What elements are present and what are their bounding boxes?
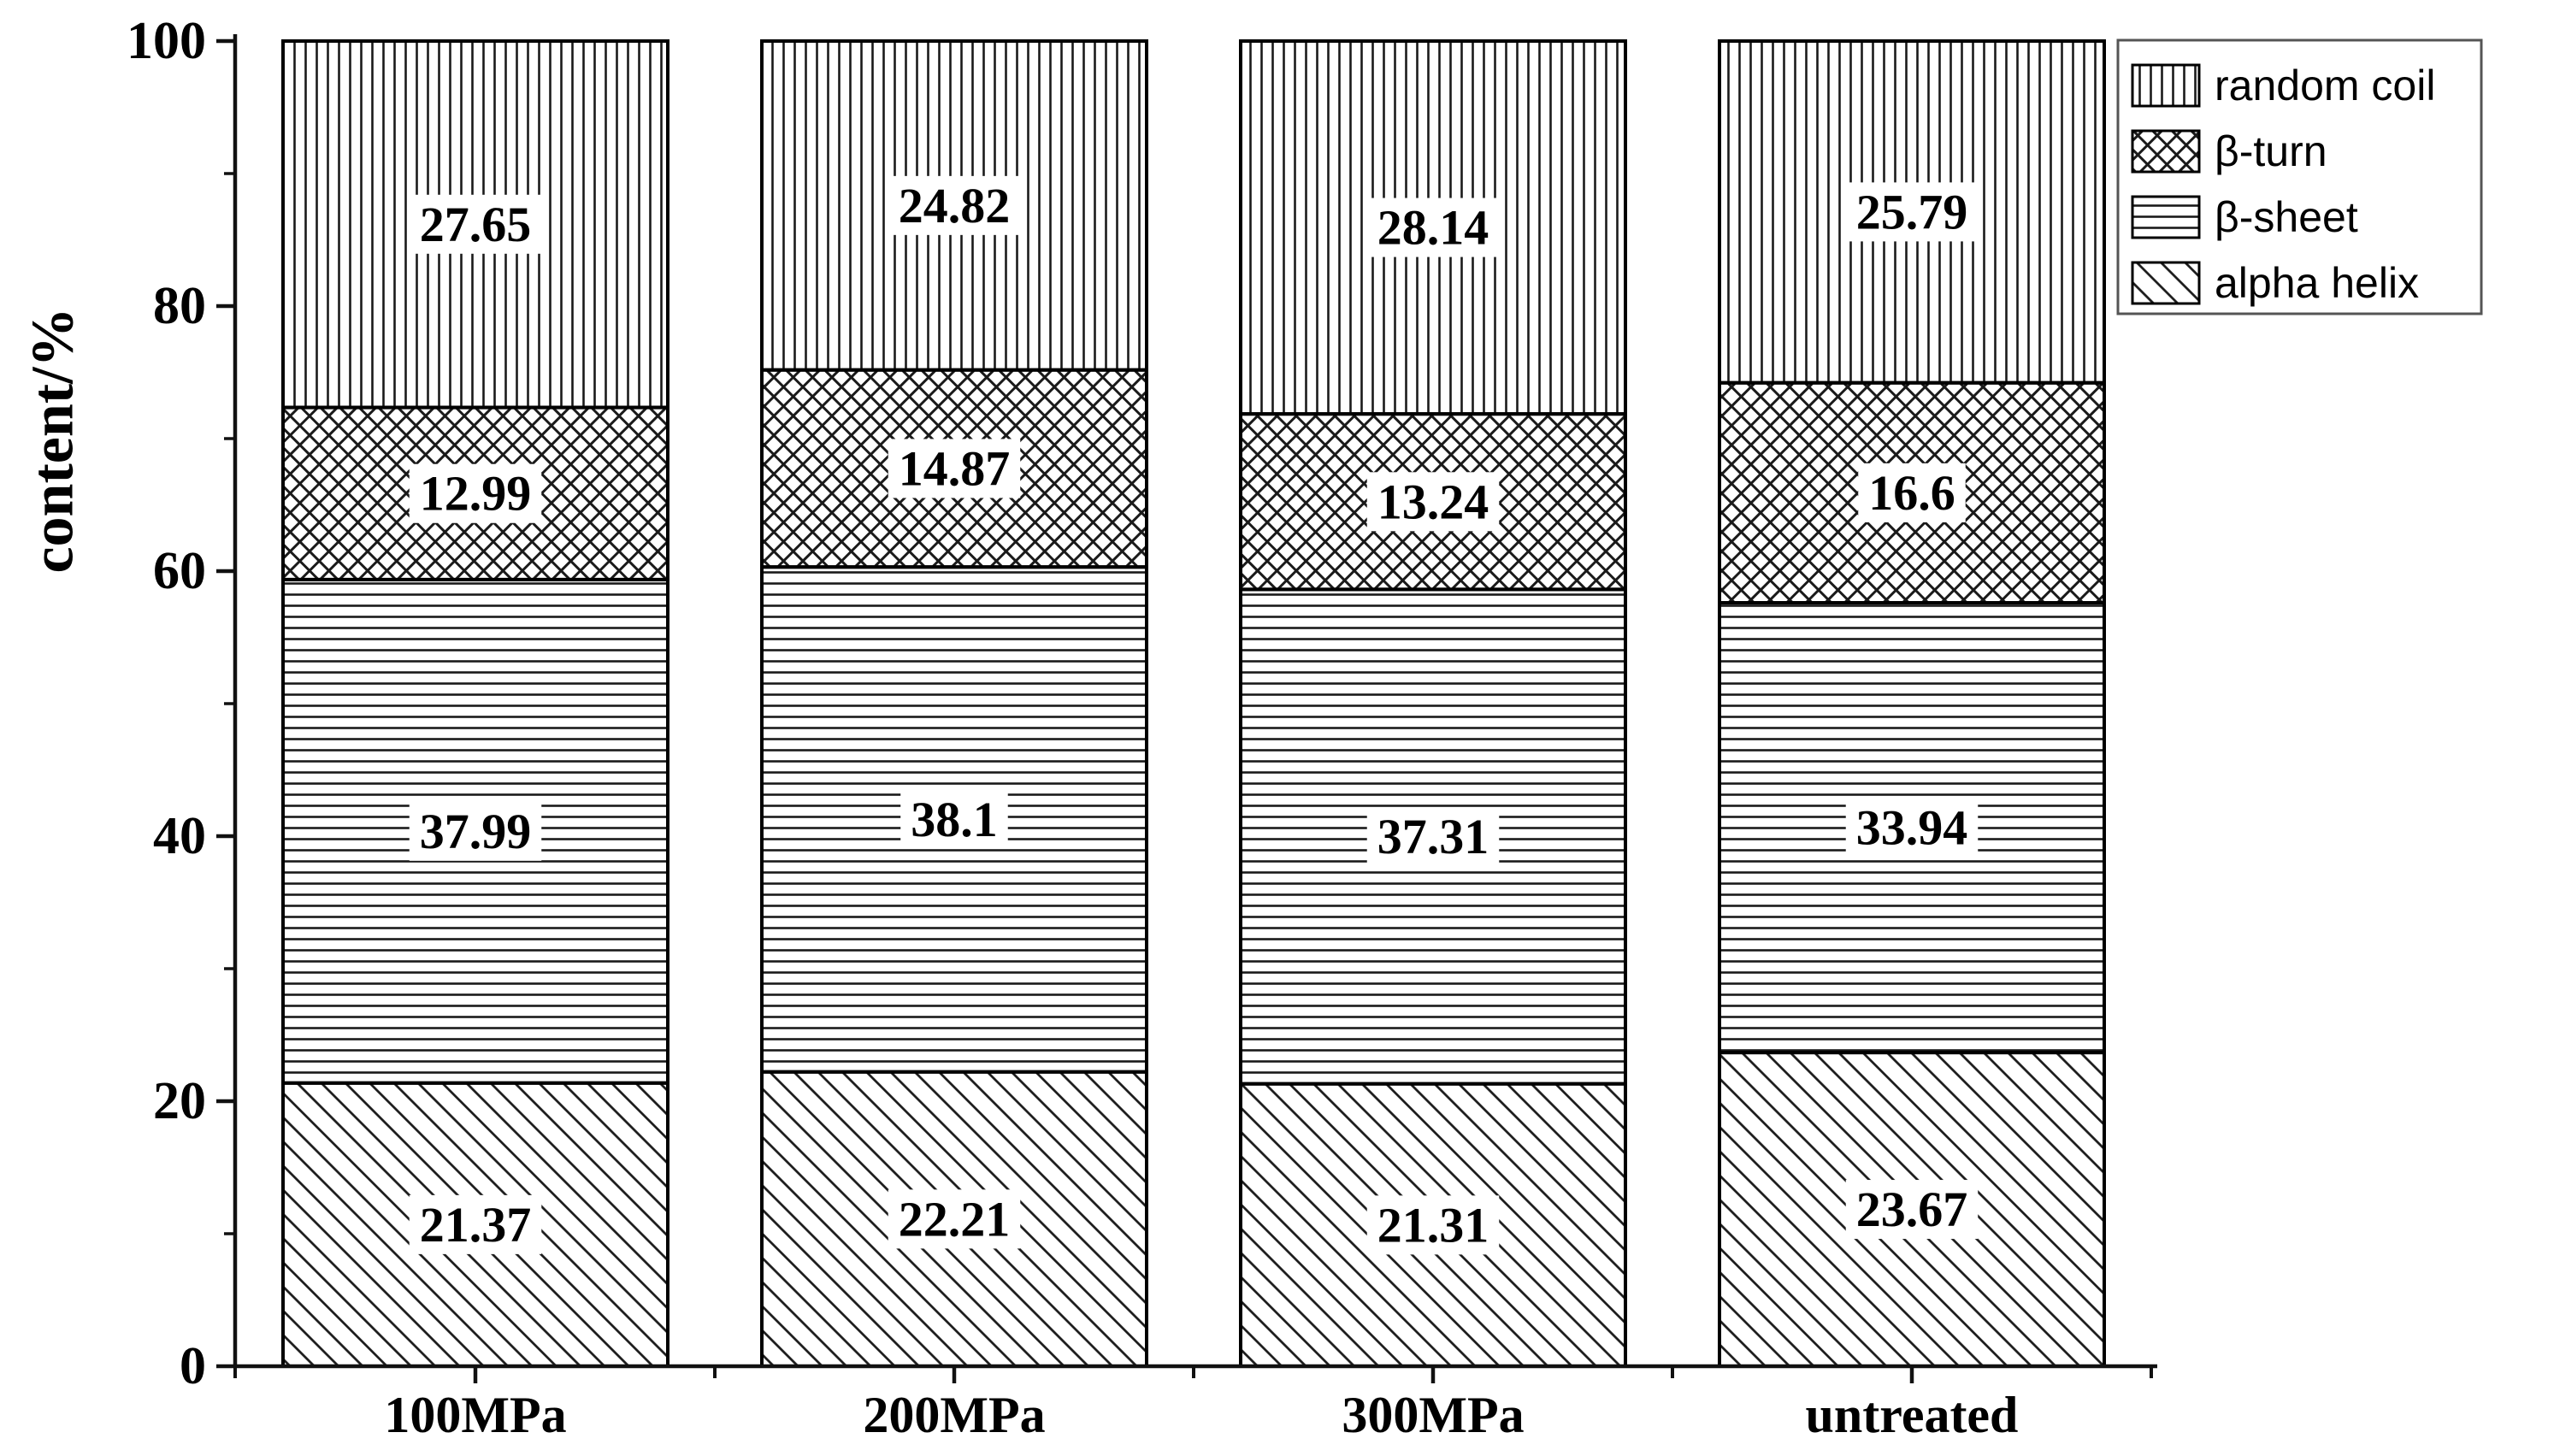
bar-value-label: 12.99 xyxy=(420,466,532,522)
bar-value-label-group: 37.99 xyxy=(409,801,542,861)
bar-value-label: 27.65 xyxy=(420,197,532,252)
y-tick-label: 20 xyxy=(153,1072,206,1130)
legend-item: random coil xyxy=(2131,62,2435,109)
value-label-background xyxy=(1858,463,1966,522)
y-tick-label: 80 xyxy=(153,277,206,335)
value-label-background xyxy=(1366,1195,1500,1255)
bar-value-label-group: 25.79 xyxy=(1845,182,1979,242)
legend-swatch-horizontal-icon xyxy=(2131,195,2201,239)
labels-layer: 21.37 37.99 12.99 27.65 100MPa 22.21 38.1 14.87… xyxy=(21,12,2019,1443)
bar-value-label-group: 16.6 xyxy=(1858,463,1966,522)
bar-value-label: 37.99 xyxy=(420,804,532,859)
y-tick-label: 0 xyxy=(180,1337,206,1395)
bar-value-label: 24.82 xyxy=(899,178,1011,233)
bar-value-label-group: 21.37 xyxy=(409,1194,542,1254)
legend: random coil β-turn β-sheet alpha helix xyxy=(2116,38,2483,315)
x-category-label: 200MPa xyxy=(863,1387,1045,1443)
legend-swatch-diagonal-icon xyxy=(2131,261,2201,305)
legend-item: β-sheet xyxy=(2131,193,2358,241)
bar-value-label-group: 28.14 xyxy=(1366,197,1500,257)
bar-value-label-group: 33.94 xyxy=(1845,798,1979,858)
bar-value-label-group: 12.99 xyxy=(409,463,542,523)
bar-value-label-group: 27.65 xyxy=(409,194,542,254)
value-label-background xyxy=(888,1189,1021,1249)
value-label-background xyxy=(1366,807,1500,867)
legend-item-label: β-sheet xyxy=(2215,193,2358,241)
bar-value-label: 28.14 xyxy=(1377,200,1489,256)
value-label-background xyxy=(888,439,1021,498)
bar-value-label-group: 22.21 xyxy=(888,1189,1021,1249)
value-label-background xyxy=(888,175,1021,235)
value-label-background xyxy=(1845,1180,1979,1240)
value-label-background xyxy=(1845,182,1979,242)
value-label-background xyxy=(1366,197,1500,257)
legend-item-label: β-turn xyxy=(2215,127,2327,175)
bar-value-label: 23.67 xyxy=(1856,1182,1968,1237)
value-label-background xyxy=(409,194,542,254)
bar-value-label: 13.24 xyxy=(1377,474,1489,529)
value-label-background xyxy=(1366,472,1500,532)
bar-value-label: 25.79 xyxy=(1856,184,1968,239)
value-label-background xyxy=(1845,798,1979,858)
value-label-background xyxy=(409,463,542,523)
legend-item: alpha helix xyxy=(2131,259,2419,307)
legend-item-label: random coil xyxy=(2215,62,2435,109)
bar-value-label-group: 21.31 xyxy=(1366,1195,1500,1255)
bar-value-label: 37.31 xyxy=(1377,809,1489,864)
bar-value-label-group: 37.31 xyxy=(1366,807,1500,867)
axes-layer xyxy=(216,34,2157,1383)
x-category-label: 300MPa xyxy=(1342,1387,1524,1443)
bar-value-label-group: 38.1 xyxy=(900,789,1008,849)
bar-value-label: 21.37 xyxy=(420,1197,532,1253)
legend-swatch-vertical-icon xyxy=(2131,63,2201,108)
bar-value-label-group: 24.82 xyxy=(888,175,1021,235)
legend-item-label: alpha helix xyxy=(2215,259,2419,307)
value-label-background xyxy=(900,789,1008,849)
bar-value-label: 21.31 xyxy=(1377,1197,1489,1253)
bar-value-label-group: 13.24 xyxy=(1366,472,1500,532)
bar-value-label-group: 23.67 xyxy=(1845,1180,1979,1240)
value-label-background xyxy=(409,801,542,861)
bar-value-label: 16.6 xyxy=(1868,465,1955,521)
bar-value-label-group: 14.87 xyxy=(888,439,1021,498)
legend-item: β-turn xyxy=(2131,127,2327,175)
bar-value-label: 38.1 xyxy=(911,792,998,847)
y-axis-title: content/% xyxy=(21,307,86,573)
x-category-label: untreated xyxy=(1806,1387,2019,1443)
bar-value-label: 33.94 xyxy=(1856,800,1968,856)
y-tick-label: 100 xyxy=(127,12,206,70)
value-label-background xyxy=(409,1194,542,1254)
x-category-label: 100MPa xyxy=(384,1387,566,1443)
bar-value-label: 22.21 xyxy=(899,1191,1011,1247)
legend-swatch-crosshatch-icon xyxy=(2131,129,2201,174)
y-tick-label: 40 xyxy=(153,807,206,865)
bar-value-label: 14.87 xyxy=(899,440,1011,496)
y-tick-label: 60 xyxy=(153,542,206,600)
